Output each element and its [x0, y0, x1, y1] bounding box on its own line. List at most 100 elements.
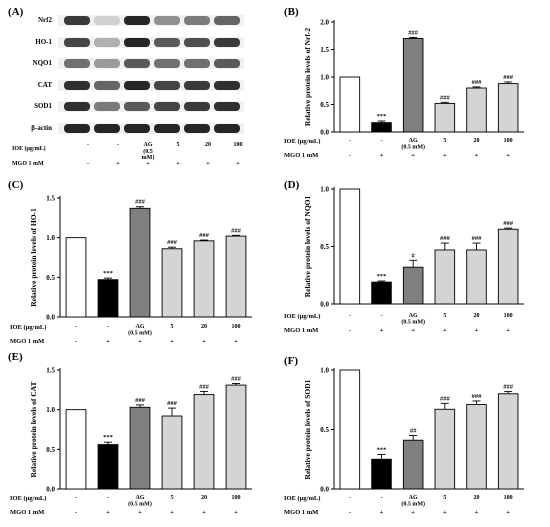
significance-label: #	[412, 252, 416, 259]
bar	[466, 87, 487, 133]
ioe-row-label: IOE (μg/mL)	[10, 495, 46, 502]
bar	[434, 102, 456, 133]
significance-label: ###	[408, 29, 419, 36]
bar	[466, 404, 487, 490]
significance-label: ***	[377, 113, 387, 120]
significance-label: ###	[167, 239, 178, 246]
bar	[497, 228, 519, 305]
blot-protein-label: HO-1	[35, 37, 52, 46]
blot-band	[184, 16, 210, 25]
y-tick-label: 1.0	[320, 367, 329, 375]
blot-band	[214, 80, 240, 90]
mgo-value: +	[506, 327, 510, 334]
y-tick-label: 1.5	[46, 367, 55, 375]
blot-band	[94, 59, 120, 68]
ioe-value: AG	[409, 313, 418, 319]
ioe-value: 100	[504, 138, 513, 144]
bar	[339, 188, 361, 305]
blot-strip	[58, 79, 244, 91]
blot-band	[124, 102, 150, 111]
mgo-value: +	[443, 509, 447, 516]
ioe-value: 100	[504, 495, 513, 501]
bar	[371, 122, 392, 133]
ioe-row-label: IOE (μg/mL)	[284, 138, 320, 145]
bar	[129, 406, 151, 490]
significance-label: ***	[377, 273, 387, 280]
ioe-value: 100	[504, 313, 513, 319]
bar	[339, 76, 361, 133]
ioe-value: AG	[136, 495, 145, 501]
ioe-value: (0.5 mM)	[128, 501, 152, 508]
bar	[225, 384, 247, 490]
blot-band	[214, 16, 240, 25]
ioe-value: 5	[443, 138, 446, 144]
bar	[161, 248, 183, 318]
y-tick-label: 1.5	[46, 195, 55, 203]
mgo-value: -	[75, 509, 77, 516]
bar	[193, 394, 215, 490]
ioe-value: -	[349, 313, 351, 319]
significance-label: ###	[231, 227, 242, 234]
blot-band	[214, 102, 240, 111]
mgo-value: +	[170, 509, 174, 516]
y-axis-label: Relative protein levels of HO-1	[29, 208, 38, 307]
mgo-value: +	[380, 509, 384, 516]
blot-band	[154, 123, 180, 133]
ioe-row-label: IOE (μg/mL)	[284, 313, 320, 320]
panel-label: (F)	[284, 355, 298, 367]
y-tick-label: 1.0	[320, 74, 329, 82]
blot-protein-label: SOD1	[34, 102, 52, 110]
ioe-value: -	[381, 138, 383, 144]
y-tick-label: 0.0	[320, 486, 329, 494]
blot-band	[184, 102, 210, 111]
significance-label: ###	[199, 232, 210, 239]
significance-label: ***	[377, 446, 387, 453]
ioe-value: (0.5 mM)	[401, 319, 425, 326]
mgo-value: +	[106, 338, 110, 345]
mgo-value: -	[75, 338, 77, 345]
mgo-value: +	[138, 338, 142, 345]
significance-label: ###	[135, 199, 146, 206]
bar	[371, 281, 392, 305]
y-axis-label: Relative protein levels of NQO1	[303, 195, 312, 297]
y-tick-label: 0.5	[46, 446, 55, 454]
blot-protein-label: β-actin	[31, 123, 52, 132]
mgo-row-label: MGO 1 mM	[284, 152, 318, 159]
ioe-value: (0.5 mM)	[128, 330, 152, 337]
blot-band	[184, 37, 210, 47]
ioe-value: 20	[201, 324, 207, 330]
blot-band	[154, 59, 180, 68]
ioe-value: 5	[443, 313, 446, 319]
y-tick-label: 2.0	[320, 19, 329, 27]
blot-band	[94, 16, 120, 25]
blot-ioe-value: 100	[233, 142, 243, 148]
mgo-value: +	[234, 338, 238, 345]
panel-label: (D)	[284, 179, 300, 191]
blot-band	[94, 123, 120, 133]
significance-label: ###	[231, 375, 242, 382]
ioe-value: -	[107, 324, 109, 330]
mgo-value: +	[506, 509, 510, 516]
blot-mgo-label: MGO 1 mM	[12, 161, 44, 167]
significance-label: ###	[503, 383, 514, 390]
ioe-value: -	[349, 138, 351, 144]
mgo-value: +	[443, 327, 447, 334]
blot-band	[64, 102, 90, 111]
blot-mgo-value: +	[176, 161, 180, 167]
significance-label: ###	[472, 393, 483, 400]
blot-band	[154, 80, 180, 90]
bar	[225, 235, 247, 318]
mgo-value: +	[475, 509, 479, 516]
ioe-value: AG	[136, 324, 145, 330]
mgo-value: +	[411, 152, 415, 159]
mgo-row-label: MGO 1 mM	[10, 509, 44, 516]
y-axis-label: Relative protein levels of SOD1	[303, 379, 312, 479]
ioe-value: -	[75, 324, 77, 330]
panel-label: (B)	[284, 6, 299, 18]
mgo-value: +	[202, 509, 206, 516]
blot-band	[214, 59, 240, 68]
bar	[161, 415, 183, 490]
ioe-value: 5	[171, 324, 174, 330]
blot-strip	[58, 15, 244, 26]
